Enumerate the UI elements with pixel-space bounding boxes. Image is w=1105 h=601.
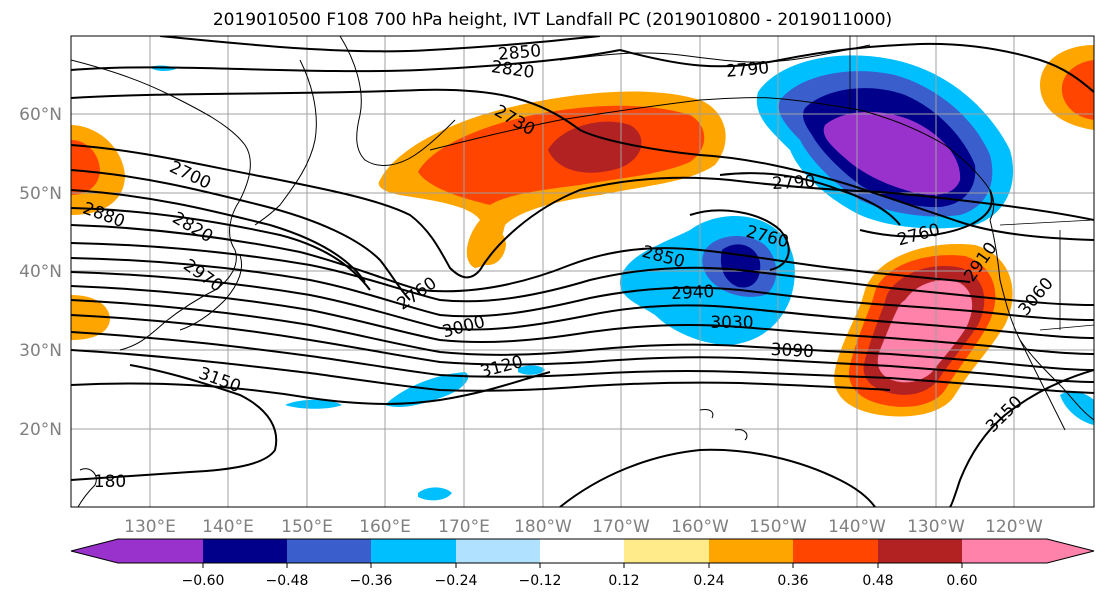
latitude-labels: 60°N 50°N 40°N 30°N 20°N	[19, 105, 62, 440]
colorbar-segment	[203, 539, 287, 563]
lat-label: 20°N	[19, 420, 62, 440]
contour-2760-west	[71, 169, 411, 301]
lon-label: 160°W	[671, 517, 729, 537]
colorbar-segment	[709, 539, 793, 563]
contour-2820-north	[71, 49, 621, 73]
contour-2820-mid	[71, 207, 371, 291]
contour-3150	[71, 364, 278, 481]
contour-2730	[71, 88, 1094, 241]
colorbar-tick-label: 0.48	[862, 573, 893, 589]
lon-label: 150°W	[749, 517, 807, 537]
coast-philippines	[77, 468, 97, 507]
colorbar-tick-label: −0.48	[266, 573, 309, 589]
colorbar-tick-label: −0.36	[350, 573, 393, 589]
colorbar-tick-label: −0.60	[182, 573, 225, 589]
contour-3150-east	[949, 369, 1094, 507]
colorbar-segment	[793, 539, 878, 563]
contour-label: 3030	[710, 313, 753, 333]
contour-label: 2940	[671, 282, 715, 304]
contour-3030	[71, 314, 1094, 383]
negative-anomaly-central-core	[720, 244, 761, 288]
colorbar-segment	[540, 539, 624, 563]
colorbar-tick-label: 0.36	[777, 573, 808, 589]
lon-label: 130°W	[907, 517, 965, 537]
colorbar: −0.60 −0.48 −0.36 −0.24 −0.12 0.12 0.24 …	[70, 538, 1095, 589]
contour-2790-mid	[71, 189, 366, 283]
contour-label: 180	[94, 472, 126, 492]
contour-2760-east	[859, 189, 993, 238]
longitude-labels: 130°E 140°E 150°E 160°E 170°E 180°W 170°…	[124, 517, 1043, 537]
map-frame	[70, 35, 1095, 508]
contour-3120	[71, 371, 551, 405]
lat-label: 30°N	[19, 341, 62, 361]
colorbar-tick-label: 0.24	[693, 573, 724, 589]
colorbar-segment	[962, 539, 1094, 563]
contour-label: 2790	[772, 172, 816, 194]
colorbar-tick-label: 0.60	[946, 573, 977, 589]
colorbar-segment	[287, 539, 371, 563]
contour-2790-north	[619, 42, 1094, 93]
colorbar-tick-label: −0.24	[435, 573, 478, 589]
contour-label: 2850	[497, 41, 542, 65]
lon-label: 120°W	[985, 517, 1043, 537]
coast-baja	[1019, 339, 1066, 431]
lon-label: 170°E	[438, 517, 490, 537]
positive-anomaly-aleutian-tail	[472, 229, 506, 266]
negative-patch-4	[418, 487, 452, 501]
coast-alaska-west	[339, 36, 456, 166]
lon-label: 150°E	[281, 517, 333, 537]
lon-label: 130°E	[124, 517, 176, 537]
positive-anomaly-aleutian-core	[548, 121, 642, 173]
contour-2790-east	[719, 172, 901, 226]
colorbar-segment	[878, 539, 962, 563]
figure-title: 2019010500 F108 700 hPa height, IVT Land…	[212, 10, 893, 30]
colorbar-segment	[456, 539, 540, 563]
contour-south-arc	[559, 448, 876, 507]
positive-anomaly-west-inner	[71, 140, 100, 195]
contour-2940	[71, 271, 1094, 339]
contour-3090	[71, 349, 891, 392]
height-contours	[71, 36, 1094, 507]
colorbar-outline	[70, 538, 1095, 564]
colorbar-tick-label: 0.12	[608, 573, 639, 589]
contour-3000	[71, 299, 1094, 371]
ivt-shading	[71, 45, 1094, 501]
negative-patch-2	[285, 399, 342, 409]
colorbar-segment	[71, 539, 203, 563]
coast-aleutians	[429, 97, 771, 151]
contour-2880	[71, 242, 1094, 306]
lon-label: 140°E	[202, 517, 254, 537]
positive-anomaly-northeast-inner	[1061, 60, 1094, 120]
lon-label: 160°E	[359, 517, 411, 537]
contour-2850-mid	[71, 224, 971, 293]
lat-label: 60°N	[19, 105, 62, 125]
negative-patch-5	[1060, 391, 1094, 425]
negative-patch-3	[518, 365, 545, 375]
contour-2970	[71, 285, 1094, 355]
contour-2700	[71, 144, 1094, 279]
coast-hawaii	[699, 409, 748, 441]
lon-label: 170°W	[592, 517, 650, 537]
lat-label: 50°N	[19, 184, 62, 204]
contour-2910	[71, 257, 1094, 321]
colorbar-segment	[624, 539, 709, 563]
lon-label: 180°W	[514, 517, 572, 537]
colorbar-segment	[371, 539, 456, 563]
contour-2760-central	[689, 209, 790, 271]
colorbar-tick-label: −0.12	[519, 573, 562, 589]
negative-anomaly-alaska-core	[823, 111, 961, 195]
coast-alaska-north	[559, 44, 871, 63]
contour-label: 3090	[770, 340, 814, 362]
contour-2850-north	[159, 36, 601, 53]
positive-anomaly-west-south	[71, 295, 110, 340]
lat-label: 40°N	[19, 262, 62, 282]
contour-label: 2790	[725, 58, 770, 82]
lon-label: 140°W	[828, 517, 886, 537]
contour-3060	[71, 331, 1094, 394]
